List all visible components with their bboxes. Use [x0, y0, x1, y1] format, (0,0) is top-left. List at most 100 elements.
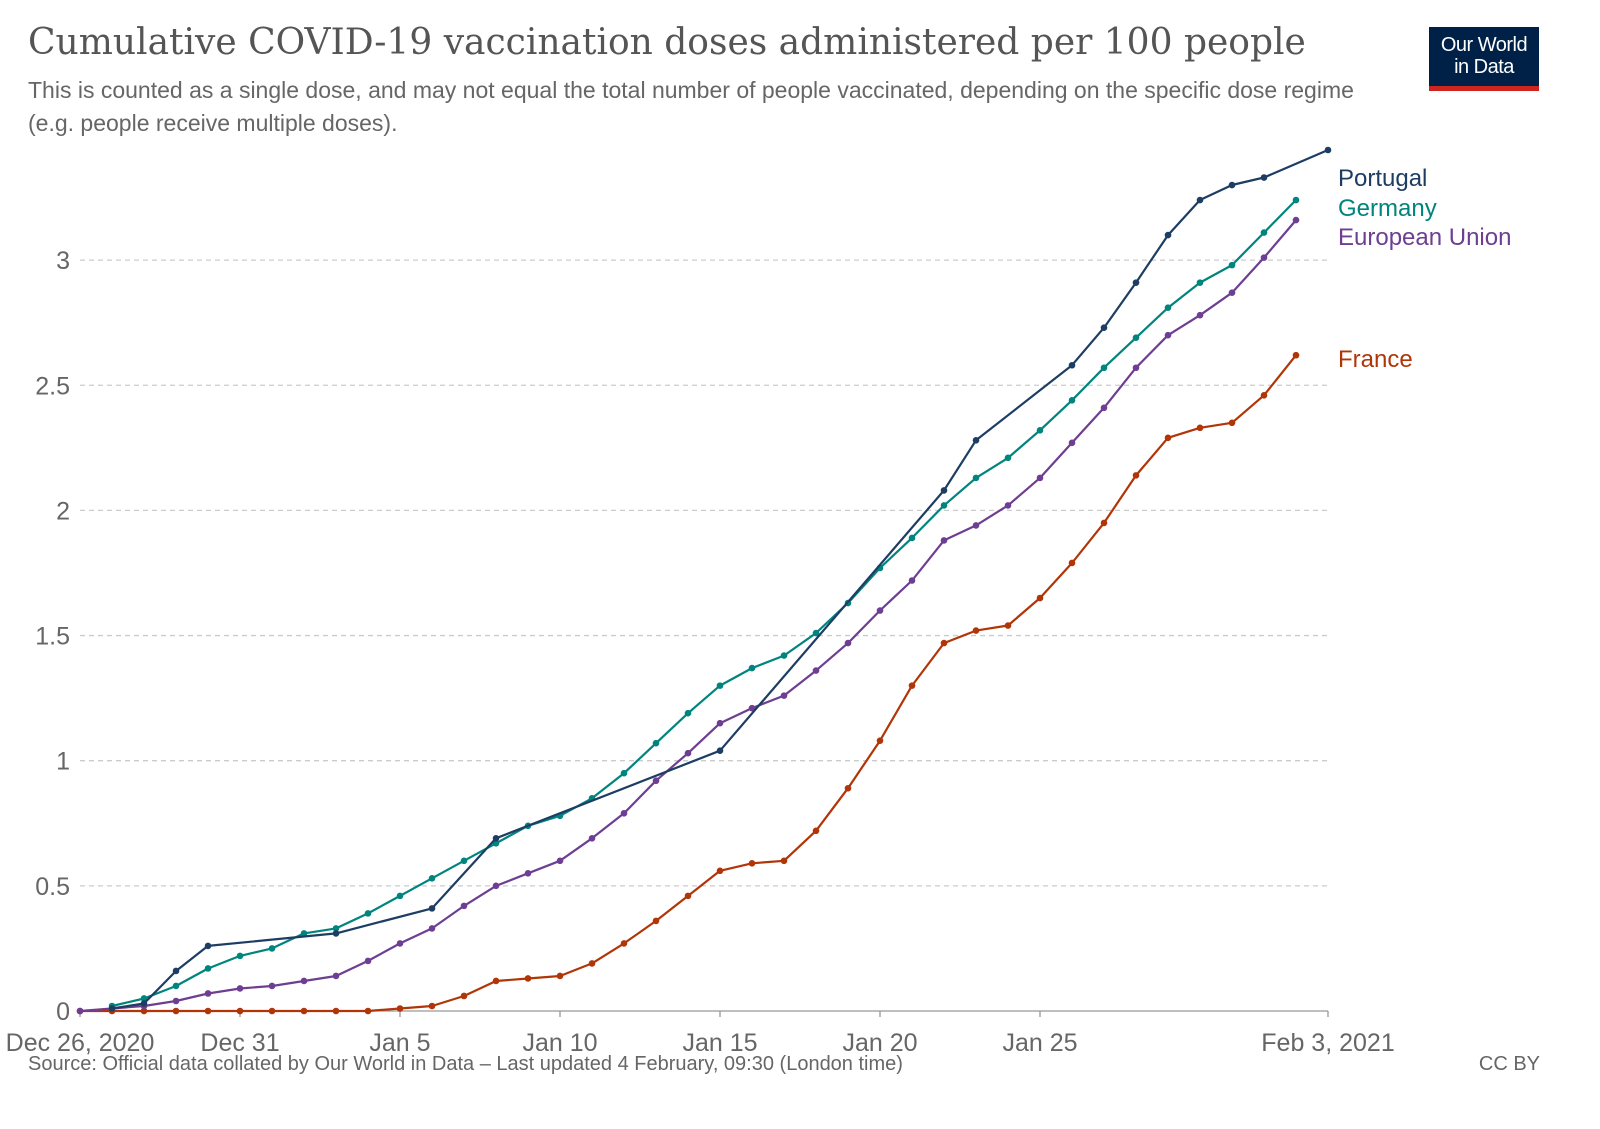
- data-point: [1132, 364, 1140, 372]
- data-point: [1260, 391, 1268, 399]
- series-european-union[interactable]: [76, 216, 1300, 1015]
- y-tick-label: 1.5: [35, 623, 70, 651]
- data-point: [460, 992, 468, 1000]
- data-point: [76, 1007, 84, 1015]
- data-point: [492, 977, 500, 985]
- data-point: [396, 940, 404, 947]
- data-point: [652, 777, 660, 785]
- data-point: [364, 957, 372, 965]
- data-point: [1004, 622, 1012, 629]
- data-point: [620, 809, 628, 817]
- data-point: [972, 522, 980, 529]
- data-point: [332, 930, 340, 937]
- data-point: [780, 692, 788, 699]
- data-point: [1164, 231, 1172, 239]
- data-point: [1292, 351, 1300, 359]
- y-axis-ticks: 0 0.5 1 1.5 2 2.5 3: [35, 247, 70, 1026]
- data-point: [140, 1007, 148, 1015]
- data-point: [236, 1007, 244, 1015]
- chart-subtitle: This is counted as a single dose, and ma…: [28, 77, 1354, 136]
- data-point: [556, 857, 564, 865]
- y-tick-label: 2: [56, 497, 70, 525]
- data-point: [1132, 279, 1140, 286]
- series-label: France: [1338, 346, 1413, 373]
- logo-line-1: Our World: [1440, 34, 1528, 56]
- data-point: [492, 882, 500, 890]
- data-point: [1036, 594, 1044, 602]
- data-point: [716, 682, 724, 689]
- x-tick-label: Dec 31: [200, 1029, 279, 1057]
- data-point: [716, 719, 724, 727]
- license-link[interactable]: CC BY: [1478, 1053, 1540, 1075]
- data-point: [332, 1007, 340, 1015]
- x-axis: Dec 26, 2020 Dec 31 Jan 5 Jan 10 Jan 15 Jan 2…: [6, 1010, 1395, 1057]
- data-point: [716, 867, 724, 875]
- data-point: [428, 875, 436, 882]
- data-point: [620, 940, 628, 947]
- data-point: [1292, 196, 1300, 204]
- data-point: [940, 537, 948, 544]
- grid-lines: [80, 259, 1328, 887]
- data-point: [588, 960, 596, 967]
- x-tick-label: Jan 5: [369, 1029, 430, 1057]
- x-tick-label: Dec 26, 2020: [6, 1029, 155, 1057]
- data-point: [140, 1000, 148, 1007]
- data-point: [524, 870, 532, 877]
- data-point: [940, 502, 948, 509]
- data-point: [908, 577, 916, 584]
- series-germany[interactable]: [108, 196, 1300, 1010]
- data-point: [1004, 502, 1012, 509]
- data-point: [1004, 454, 1012, 462]
- y-tick-label: 0: [56, 998, 70, 1026]
- logo-line-2: in Data: [1454, 56, 1514, 78]
- series-portugal[interactable]: [108, 146, 1332, 1012]
- chart-title: Cumulative COVID-19 vaccination doses ad…: [28, 22, 1306, 63]
- data-point: [460, 857, 468, 865]
- data-point: [620, 769, 628, 777]
- series-line: [80, 354, 1297, 1013]
- data-point: [1068, 396, 1076, 404]
- data-point: [1100, 324, 1108, 331]
- data-point: [780, 857, 788, 865]
- series-france[interactable]: [76, 351, 1300, 1015]
- x-tick-label: Jan 15: [682, 1029, 757, 1057]
- data-point: [972, 627, 980, 634]
- data-point: [1324, 146, 1332, 154]
- data-point: [1132, 472, 1140, 479]
- data-point: [524, 975, 532, 982]
- x-tick-label: Jan 25: [1002, 1029, 1077, 1057]
- data-point: [332, 925, 340, 932]
- data-point: [1260, 174, 1268, 181]
- data-point: [1196, 196, 1204, 204]
- data-point: [844, 784, 852, 792]
- y-tick-label: 2.5: [35, 372, 70, 400]
- data-point: [428, 1002, 436, 1010]
- data-point: [1292, 216, 1300, 224]
- data-point: [972, 437, 980, 444]
- data-point: [1068, 361, 1076, 369]
- series-label: Germany: [1338, 195, 1437, 222]
- data-point: [1260, 254, 1268, 261]
- data-point: [172, 997, 180, 1005]
- data-point: [204, 965, 212, 972]
- owid-logo[interactable]: Our World in Data: [1429, 27, 1539, 91]
- data-point: [428, 905, 436, 912]
- series-label: Portugal: [1338, 165, 1427, 192]
- data-point: [876, 607, 884, 614]
- data-point: [1228, 289, 1236, 296]
- data-point: [1100, 404, 1108, 412]
- x-tick-label: Feb 3, 2021: [1261, 1029, 1394, 1057]
- series-line: [111, 148, 1329, 1010]
- data-point: [556, 972, 564, 980]
- data-point: [684, 709, 692, 717]
- data-point: [268, 982, 276, 990]
- data-point: [1164, 331, 1172, 339]
- y-tick-label: 0.5: [35, 873, 70, 901]
- data-point: [812, 629, 820, 637]
- data-point: [396, 892, 404, 900]
- data-point: [908, 682, 916, 689]
- data-point: [1164, 434, 1172, 442]
- data-point: [716, 747, 724, 754]
